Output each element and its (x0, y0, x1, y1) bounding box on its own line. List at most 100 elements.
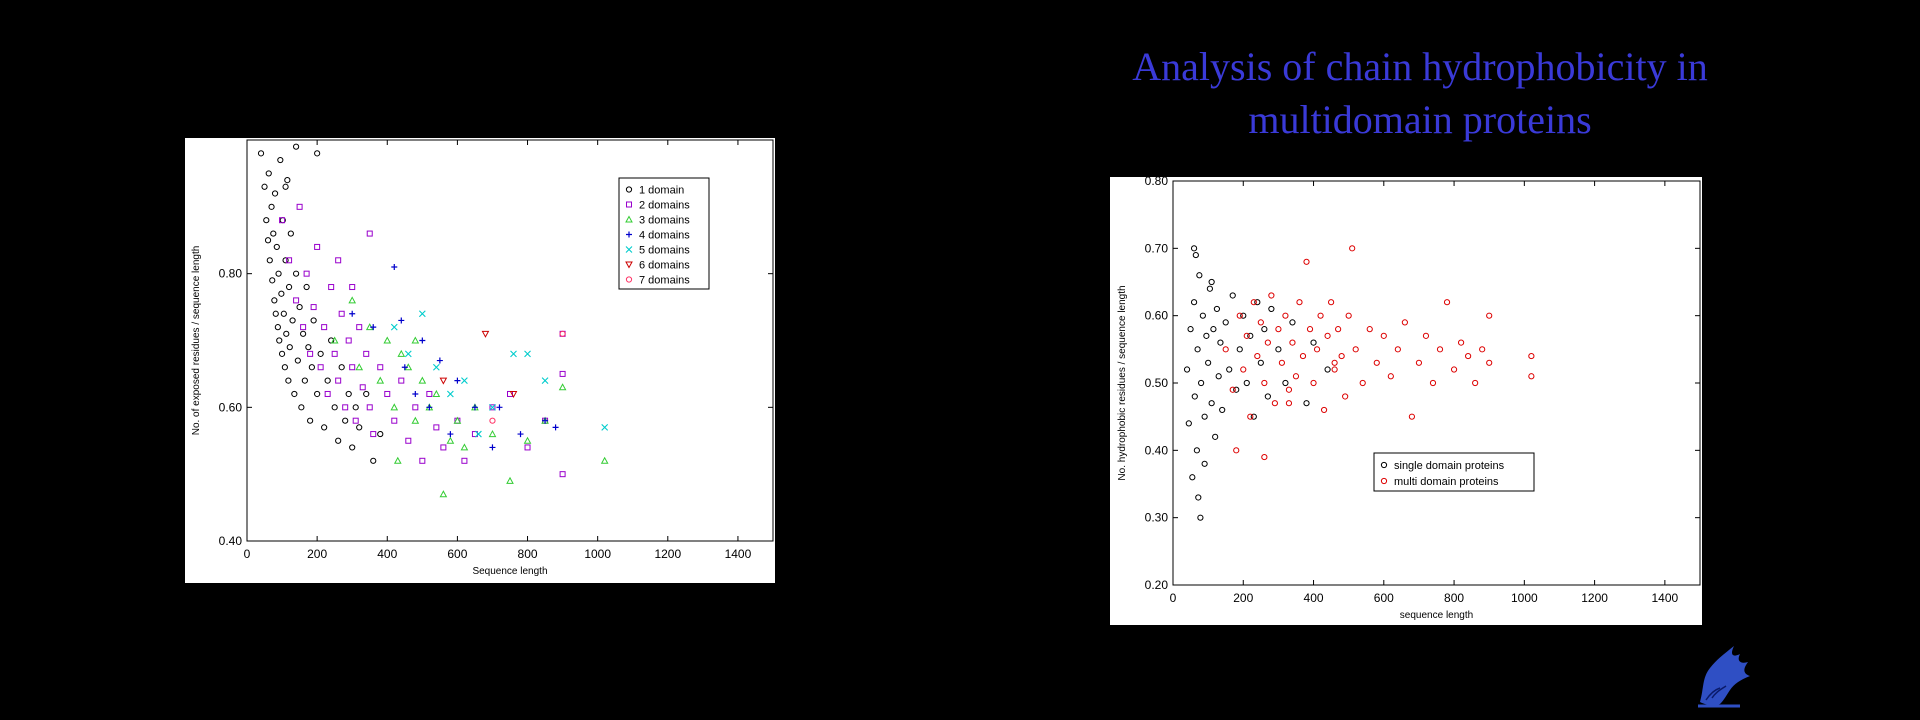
y-tick-label: 0.70 (1145, 241, 1169, 255)
data-point (314, 390, 321, 398)
data-point (370, 324, 377, 331)
legend-label: 4 domains (639, 230, 690, 242)
data-point (433, 424, 440, 431)
data-point (440, 444, 447, 451)
data-point (300, 330, 307, 337)
data-point (1243, 379, 1250, 387)
data-point (1422, 332, 1430, 339)
data-point (308, 364, 315, 371)
legend-label: 1 domain (639, 185, 684, 197)
data-point (1233, 447, 1240, 454)
data-point (1486, 312, 1493, 319)
data-point (293, 297, 300, 304)
data-point (324, 390, 331, 397)
data-point (1401, 319, 1408, 326)
data-point (274, 324, 281, 331)
data-point (1247, 413, 1254, 420)
data-point (363, 390, 370, 398)
data-point (432, 363, 440, 371)
data-point (1415, 359, 1423, 366)
x-tick-label: 1400 (1652, 591, 1679, 605)
data-point (377, 430, 384, 438)
data-point (265, 170, 272, 177)
data-point (298, 404, 305, 411)
data-point (314, 243, 321, 250)
data-point (1450, 366, 1458, 373)
data-point (287, 230, 294, 237)
data-point (1486, 359, 1493, 366)
data-point (489, 417, 496, 424)
data-point (355, 363, 364, 371)
data-point (1299, 352, 1307, 360)
data-point (278, 290, 285, 297)
data-point (310, 317, 317, 324)
data-point (296, 203, 303, 210)
x-tick-label: 800 (518, 547, 538, 561)
data-point (307, 417, 314, 424)
data-point (1303, 258, 1310, 265)
data-point (342, 404, 349, 411)
data-point (489, 404, 496, 411)
y-tick-label: 0.80 (219, 267, 243, 281)
data-point (454, 377, 461, 384)
data-point (1324, 332, 1331, 339)
data-point (1185, 420, 1192, 427)
data-point (345, 337, 352, 344)
x-tick-label: 600 (447, 547, 467, 561)
series-5 (439, 330, 518, 399)
x-axis-title: Sequence length (472, 566, 547, 577)
data-point (1268, 292, 1275, 299)
data-point (509, 390, 518, 399)
data-point (383, 336, 392, 344)
data-point (1310, 379, 1317, 387)
data-point (296, 303, 303, 311)
data-point (1282, 312, 1289, 319)
data-point (286, 344, 293, 351)
data-point (1296, 299, 1303, 306)
data-point (1254, 352, 1261, 360)
data-point (257, 150, 265, 157)
data-point (1247, 332, 1254, 339)
data-point (419, 457, 426, 464)
data-point (461, 457, 468, 464)
data-point (1387, 373, 1394, 380)
data-point (1192, 251, 1199, 259)
data-point (1408, 413, 1416, 420)
data-point (317, 364, 324, 371)
data-points (1183, 245, 1535, 521)
data-point (1261, 326, 1268, 333)
data-point (1317, 312, 1324, 319)
data-point (401, 364, 408, 371)
data-point (489, 444, 496, 451)
data-point (489, 403, 496, 411)
data-point (352, 417, 359, 424)
data-point (601, 423, 609, 431)
data-point (541, 377, 549, 384)
data-point (1285, 400, 1293, 407)
legend-box (1373, 452, 1535, 492)
data-point (284, 177, 291, 184)
data-point (439, 377, 448, 385)
data-point (278, 350, 286, 357)
data-point (1292, 373, 1300, 380)
data-point (273, 243, 280, 251)
x-tick-label: 400 (377, 547, 397, 561)
data-point (446, 436, 455, 444)
data-point (1289, 319, 1296, 326)
data-point (447, 431, 454, 438)
data-point (335, 257, 342, 264)
y-tick-label: 0.60 (1145, 309, 1169, 323)
data-point (1195, 494, 1202, 501)
data-point (324, 377, 331, 384)
data-point (390, 323, 398, 331)
legend-label: 7 domains (639, 275, 690, 287)
data-point (1479, 346, 1486, 353)
data-point (1205, 359, 1212, 366)
data-point (412, 404, 419, 411)
data-point (330, 336, 339, 344)
data-point (352, 404, 359, 411)
x-tick-label: 200 (307, 547, 327, 561)
data-point (411, 416, 420, 424)
data-point (1472, 379, 1479, 387)
data-point (286, 257, 293, 264)
